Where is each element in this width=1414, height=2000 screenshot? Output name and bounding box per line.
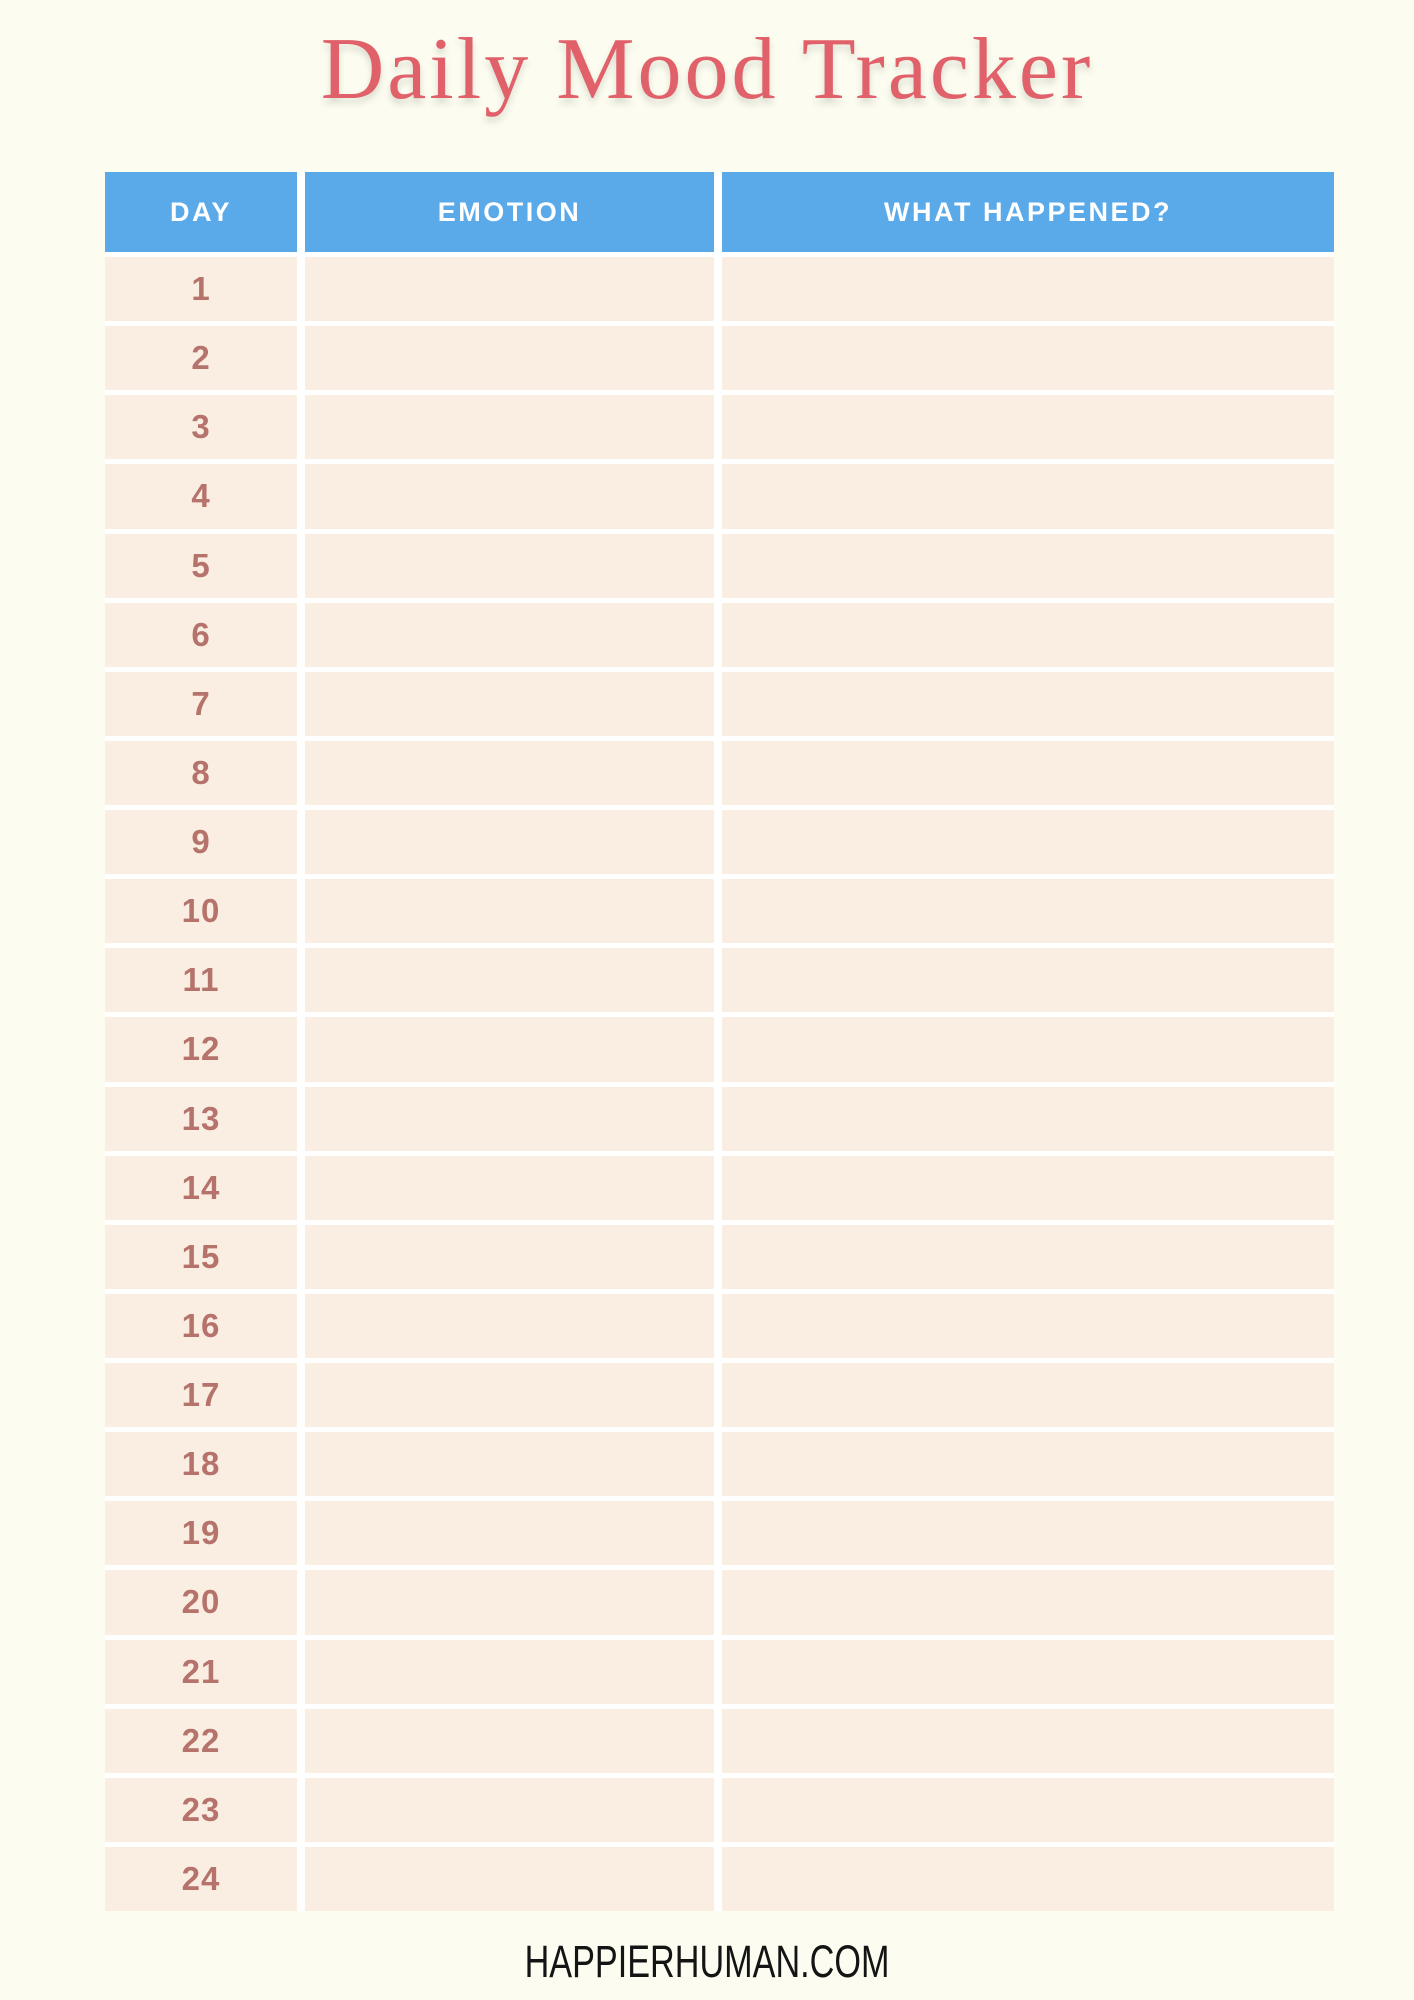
day-cell: 16	[105, 1293, 297, 1358]
day-cell: 11	[105, 948, 297, 1013]
what-happened-cell	[722, 1017, 1334, 1082]
day-cell: 9	[105, 810, 297, 875]
emotion-cell	[305, 395, 714, 460]
day-cell: 22	[105, 1708, 297, 1773]
what-happened-cell	[722, 879, 1334, 944]
emotion-cell	[305, 1293, 714, 1358]
what-happened-cell	[722, 326, 1334, 391]
what-happened-cell	[722, 671, 1334, 736]
emotion-cell	[305, 1570, 714, 1635]
emotion-cell	[305, 1363, 714, 1428]
emotion-cell	[305, 533, 714, 598]
day-cell: 3	[105, 395, 297, 460]
emotion-cell	[305, 602, 714, 667]
emotion-cell	[305, 1086, 714, 1151]
what-happened-cell	[722, 533, 1334, 598]
what-happened-cell	[722, 1570, 1334, 1635]
what-happened-cell	[722, 1155, 1334, 1220]
day-cell: 8	[105, 740, 297, 805]
column-header-emotion: EMOTION	[305, 172, 714, 252]
day-cell: 2	[105, 326, 297, 391]
emotion-cell	[305, 326, 714, 391]
what-happened-cell	[722, 1708, 1334, 1773]
day-cell: 21	[105, 1639, 297, 1704]
day-cell: 6	[105, 602, 297, 667]
day-cell: 1	[105, 257, 297, 322]
day-cell: 20	[105, 1570, 297, 1635]
day-cell: 18	[105, 1432, 297, 1497]
emotion-cell	[305, 1155, 714, 1220]
emotion-cell	[305, 464, 714, 529]
what-happened-cell	[722, 1363, 1334, 1428]
what-happened-cell	[722, 740, 1334, 805]
emotion-cell	[305, 1224, 714, 1289]
emotion-cell	[305, 948, 714, 1013]
emotion-cell	[305, 879, 714, 944]
day-cell: 23	[105, 1777, 297, 1842]
emotion-cell	[305, 671, 714, 736]
what-happened-cell	[722, 1639, 1334, 1704]
what-happened-cell	[722, 1846, 1334, 1911]
mood-table: DAY EMOTION WHAT HAPPENED? 1 2 3 4 5 6 7 8 9 10 11…	[105, 172, 1334, 1911]
emotion-cell	[305, 1432, 714, 1497]
emotion-cell	[305, 1017, 714, 1082]
what-happened-cell	[722, 1501, 1334, 1566]
what-happened-cell	[722, 1432, 1334, 1497]
what-happened-cell	[722, 464, 1334, 529]
footer: HAPPIERHUMAN.COM	[0, 1936, 1414, 1988]
what-happened-cell	[722, 810, 1334, 875]
day-cell: 10	[105, 879, 297, 944]
what-happened-cell	[722, 395, 1334, 460]
page-title: Daily Mood Tracker	[320, 21, 1094, 118]
emotion-cell	[305, 257, 714, 322]
what-happened-cell	[722, 1293, 1334, 1358]
column-header-day: DAY	[105, 172, 297, 252]
emotion-cell	[305, 1501, 714, 1566]
emotion-cell	[305, 1777, 714, 1842]
what-happened-cell	[722, 948, 1334, 1013]
day-cell: 7	[105, 671, 297, 736]
day-cell: 13	[105, 1086, 297, 1151]
what-happened-cell	[722, 257, 1334, 322]
day-cell: 4	[105, 464, 297, 529]
day-cell: 19	[105, 1501, 297, 1566]
day-cell: 17	[105, 1363, 297, 1428]
column-header-what-happened: WHAT HAPPENED?	[722, 172, 1334, 252]
emotion-cell	[305, 810, 714, 875]
what-happened-cell	[722, 602, 1334, 667]
day-cell: 15	[105, 1224, 297, 1289]
emotion-cell	[305, 1639, 714, 1704]
what-happened-cell	[722, 1086, 1334, 1151]
footer-site-url: HAPPIERHUMAN.COM	[524, 1936, 890, 1987]
what-happened-cell	[722, 1777, 1334, 1842]
day-cell: 14	[105, 1155, 297, 1220]
day-cell: 24	[105, 1846, 297, 1911]
what-happened-cell	[722, 1224, 1334, 1289]
day-cell: 5	[105, 533, 297, 598]
emotion-cell	[305, 740, 714, 805]
day-cell: 12	[105, 1017, 297, 1082]
emotion-cell	[305, 1708, 714, 1773]
emotion-cell	[305, 1846, 714, 1911]
